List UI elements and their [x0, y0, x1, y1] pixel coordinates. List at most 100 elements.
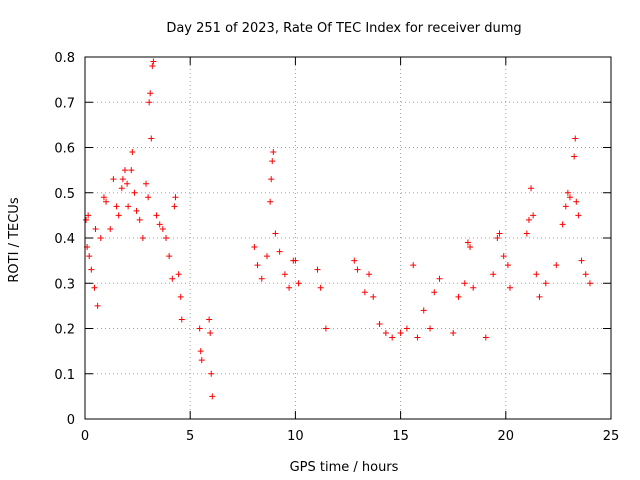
data-point: [500, 253, 507, 260]
data-point: [171, 203, 178, 210]
data-point: [208, 370, 215, 377]
data-point: [530, 212, 537, 219]
data-point: [103, 198, 110, 205]
data-point: [146, 99, 153, 106]
data-points: [83, 58, 593, 400]
data-point: [564, 189, 571, 196]
data-point: [153, 212, 160, 219]
data-point: [582, 271, 589, 278]
data-point: [553, 262, 560, 269]
data-point: [207, 330, 214, 337]
data-point: [149, 63, 156, 70]
data-point: [566, 194, 573, 201]
data-point: [166, 253, 173, 260]
data-point: [281, 271, 288, 278]
y-tick-label: 0.5: [54, 187, 75, 202]
data-point: [573, 198, 580, 205]
x-tick-label: 15: [392, 429, 409, 444]
data-point: [206, 316, 213, 323]
data-point: [482, 334, 489, 341]
data-point: [470, 284, 477, 291]
y-tick-label: 0.3: [54, 277, 75, 292]
data-point: [139, 235, 146, 241]
data-point: [177, 293, 184, 300]
data-point: [586, 280, 593, 287]
data-point: [110, 176, 117, 183]
data-point: [178, 316, 185, 323]
data-point: [198, 357, 205, 364]
data-point: [559, 221, 566, 228]
data-point: [88, 266, 95, 273]
data-point: [163, 235, 170, 241]
data-point: [571, 153, 578, 160]
data-point: [85, 212, 92, 219]
data-point: [107, 225, 114, 232]
data-point: [292, 257, 299, 264]
data-point: [97, 235, 104, 241]
data-point: [119, 176, 126, 183]
data-point: [314, 266, 321, 273]
data-point: [528, 185, 535, 192]
data-point: [156, 221, 163, 228]
data-point: [578, 257, 585, 264]
data-point: [461, 280, 468, 287]
data-point: [455, 293, 462, 300]
data-point: [133, 207, 140, 214]
data-point: [351, 257, 358, 264]
data-point: [490, 271, 497, 278]
x-tick-label: 20: [498, 429, 515, 444]
data-point: [504, 262, 511, 269]
data-point: [175, 271, 182, 278]
data-point: [121, 167, 128, 174]
data-point: [270, 149, 277, 156]
data-point: [125, 203, 132, 210]
data-point: [131, 189, 138, 196]
data-point: [361, 289, 368, 296]
data-point: [420, 307, 427, 314]
x-tick-label: 5: [186, 429, 194, 444]
y-tick-label: 0.2: [54, 323, 75, 338]
data-point: [427, 325, 434, 332]
data-point: [523, 230, 530, 237]
data-point: [129, 149, 136, 156]
data-point: [94, 302, 101, 309]
data-point: [366, 271, 373, 278]
data-point: [113, 203, 120, 210]
data-point: [382, 330, 389, 337]
data-point: [254, 262, 261, 269]
data-point: [542, 280, 549, 287]
data-point: [136, 216, 143, 223]
data-point: [83, 216, 90, 223]
chart-title: Day 251 of 2023, Rate Of TEC Index for r…: [166, 21, 521, 36]
data-point: [286, 284, 293, 291]
data-point: [147, 90, 154, 97]
data-point: [197, 348, 204, 355]
data-point: [575, 212, 582, 219]
data-point: [536, 293, 543, 300]
data-point: [464, 239, 471, 246]
data-point: [258, 275, 265, 282]
data-point: [376, 320, 383, 327]
data-point: [295, 280, 302, 287]
axis-ticks: 0 5 10 15 20 25 0 0.1 0.2 0.3 0.4 0.5 0.6 0.7 0.8: [54, 51, 619, 444]
data-point: [150, 58, 157, 65]
y-tick-label: 0: [67, 413, 75, 428]
y-tick-label: 0.6: [54, 142, 75, 157]
data-point: [169, 275, 176, 282]
grid-lines: [85, 57, 611, 419]
data-point: [145, 194, 152, 201]
data-point: [354, 266, 361, 273]
data-point: [100, 194, 107, 201]
data-point: [450, 330, 457, 337]
data-point: [196, 325, 203, 332]
data-point: [269, 158, 276, 165]
y-tick-label: 0.8: [54, 51, 75, 66]
data-point: [209, 393, 216, 400]
data-point: [148, 135, 155, 142]
y-axis-label: ROTI / TECUs: [7, 197, 22, 282]
data-point: [467, 244, 474, 251]
data-point: [86, 253, 93, 260]
x-tick-label: 10: [287, 429, 304, 444]
data-point: [494, 235, 501, 241]
